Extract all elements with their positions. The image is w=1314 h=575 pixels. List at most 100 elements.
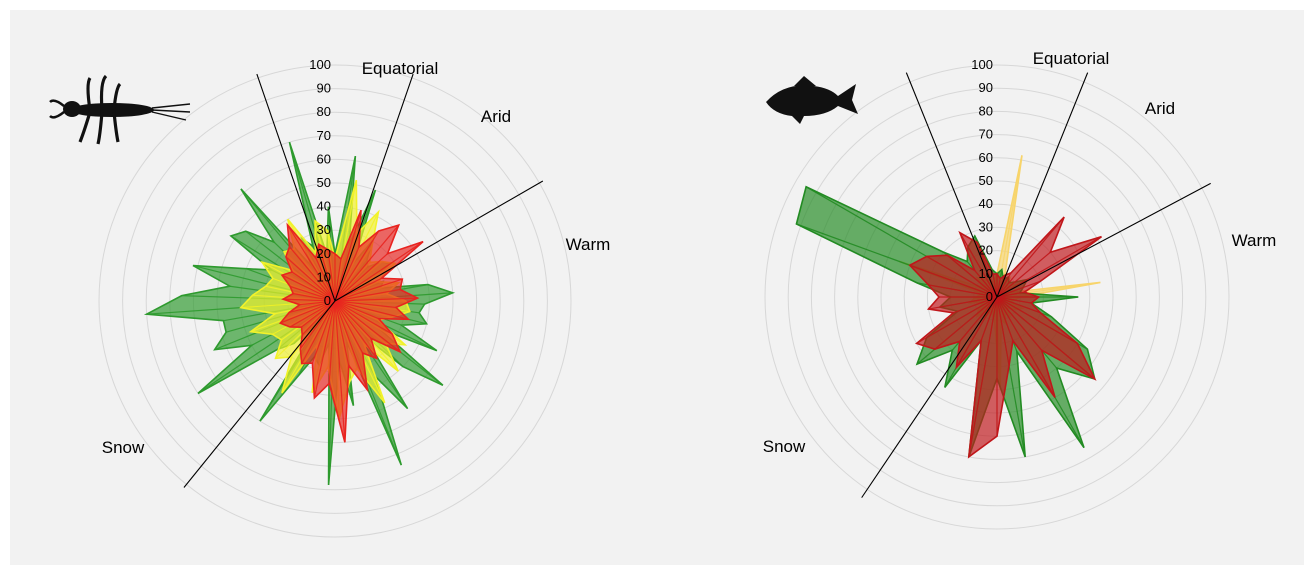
fish-icon	[766, 76, 858, 124]
r-tick-label: 60	[317, 151, 331, 166]
series-red-spoke	[334, 300, 409, 320]
series-red-spoke	[334, 300, 368, 390]
series-red-spoke	[299, 300, 336, 306]
series-dark_red-spoke	[909, 264, 998, 298]
r-tick-label: 30	[317, 222, 331, 237]
series-red-spoke	[334, 288, 401, 302]
series-red-spoke	[334, 224, 400, 302]
series-red-spoke	[334, 300, 372, 339]
series-dark_red-spoke	[996, 251, 1051, 298]
series-red-spoke	[334, 300, 379, 320]
sector-boundary-line	[996, 182, 1211, 298]
series-dark_red-spoke	[934, 296, 998, 350]
r-tick-label: 70	[979, 127, 993, 142]
sector-label-snow: Snow	[763, 437, 806, 456]
series-red-spoke	[334, 258, 342, 302]
sector-boundary-line	[996, 72, 1089, 298]
series-red-spoke	[334, 300, 401, 353]
r-tick-label: 40	[317, 199, 331, 214]
series-dark_red-spoke	[996, 280, 1041, 298]
series-red-spoke	[334, 297, 418, 302]
r-tick-label: 40	[979, 196, 993, 211]
grid-ring	[169, 135, 501, 467]
series-dark_red-spoke	[996, 291, 1025, 298]
series-red-spoke	[334, 210, 362, 302]
r-tick-label: 10	[979, 266, 993, 281]
series-dark_red-spoke	[959, 296, 998, 342]
r-tick-label: 0	[324, 293, 331, 308]
sector-label-equatorial: Equatorial	[362, 59, 439, 78]
r-tick-label: 80	[979, 103, 993, 118]
series-red-spoke	[289, 285, 336, 302]
figure-panel: 0 10 20 30 40 50 60 70 80 90 100 Equatorial Arid Warm…	[10, 10, 1304, 565]
sector-boundary-line	[905, 72, 998, 298]
r-tick-label: 70	[317, 128, 331, 143]
series-red-spoke	[334, 300, 346, 443]
series-red-spoke	[334, 277, 382, 302]
series-red-spoke	[334, 230, 380, 302]
series-red-spoke	[289, 300, 336, 328]
series-red-spoke	[280, 300, 336, 324]
series-dark_red-spoke	[996, 296, 1056, 398]
sector-label-arid: Arid	[481, 107, 511, 126]
grid-ring	[810, 110, 1184, 484]
r-tick-label: 90	[317, 81, 331, 96]
grid-ring	[145, 111, 525, 491]
r-tick-label: 50	[317, 175, 331, 190]
series-dark_red-spoke	[996, 236, 1102, 298]
series-dark_red-spoke	[926, 255, 998, 298]
series-red-spoke	[328, 300, 336, 384]
insect-icon	[49, 74, 191, 145]
r-tick-label: 20	[317, 246, 331, 261]
r-tick-label: 90	[979, 80, 993, 95]
series-red-spoke	[334, 241, 424, 302]
r-tick-label: 10	[317, 269, 331, 284]
radar-chart-fish: 0 10 20 30 40 50 60 70 80 90 100 Equatorial Arid Warm…	[763, 49, 1277, 530]
r-tick-label: 100	[971, 57, 993, 72]
series-dark_red-spoke	[996, 216, 1065, 298]
series-red-spoke	[327, 249, 336, 302]
r-tick-label: 30	[979, 219, 993, 234]
series-red-spoke	[334, 300, 350, 366]
series-dark_red-spoke	[996, 272, 1012, 298]
series-dark_red-spoke	[916, 296, 998, 344]
r-tick-label: 80	[317, 104, 331, 119]
series-red-spoke	[334, 300, 397, 309]
series-red-area	[278, 209, 424, 443]
grid-ring	[122, 88, 548, 514]
series-red-spoke	[334, 246, 360, 302]
series-dark_red-spoke	[996, 296, 1043, 351]
grid-ring	[764, 64, 1230, 530]
series-red-spoke	[334, 278, 403, 302]
series-red-spoke	[334, 300, 378, 359]
series-dark_red-spoke	[996, 296, 1041, 314]
series-red-spoke	[286, 224, 336, 302]
series-dark_red-spoke	[955, 296, 998, 368]
sector-label-equatorial: Equatorial	[1033, 49, 1110, 68]
series-dark_red-spoke	[996, 296, 1032, 304]
series-red-spoke	[289, 246, 336, 302]
series-dark_red-spoke	[928, 284, 998, 298]
series-dark_red-spoke	[996, 296, 1078, 344]
series-red-spoke	[315, 257, 336, 302]
series-red-spoke	[301, 300, 336, 336]
sector-label-snow: Snow	[102, 438, 145, 457]
sector-label-warm: Warm	[1232, 231, 1277, 250]
series-dark_red-spoke	[953, 296, 998, 314]
series-red-spoke	[289, 300, 336, 314]
r-tick-label: 100	[309, 57, 331, 72]
series-red-spoke	[285, 256, 336, 302]
series-dark_red-spoke	[980, 296, 998, 341]
sector-boundary-line	[861, 296, 998, 498]
series-red-spoke	[293, 293, 336, 302]
series-red-spoke	[334, 253, 389, 302]
r-tick-label: 0	[986, 289, 993, 304]
series-red-spoke	[334, 300, 393, 335]
series-red-spoke	[301, 300, 336, 364]
r-tick-label: 20	[979, 243, 993, 258]
sector-label-warm: Warm	[566, 235, 611, 254]
grid-ring	[834, 134, 1160, 460]
series-red-spoke	[301, 300, 336, 328]
sector-boundary-line	[334, 180, 544, 302]
radar-chart-insects: 0 10 20 30 40 50 60 70 80 90 100 Equatorial Arid Warm…	[49, 57, 611, 538]
